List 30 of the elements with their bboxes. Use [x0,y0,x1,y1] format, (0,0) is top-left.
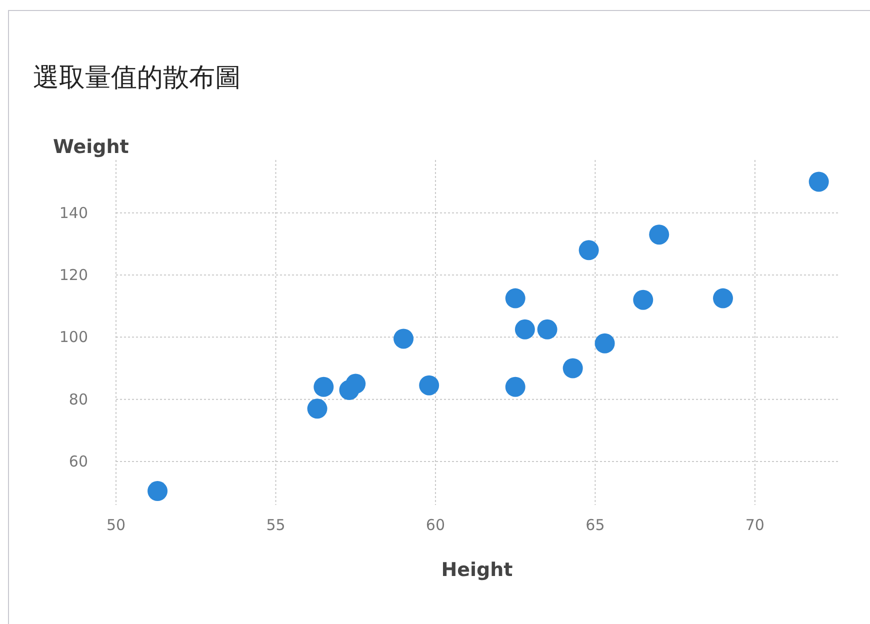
point [808,172,829,192]
y-tick-label: 60 [68,452,88,470]
point [419,375,440,396]
point [594,333,615,354]
point [578,240,599,260]
point [505,288,526,308]
x-axis-title: Height [441,559,513,581]
point [346,374,366,394]
point [307,398,328,419]
y-axis-title: Weight [53,136,129,158]
point [505,376,526,397]
y-tick-label: 120 [59,266,88,284]
point [514,319,535,340]
x-tick-label: 65 [586,516,605,534]
point [394,328,414,349]
point [633,290,654,310]
point [649,224,670,245]
point [712,288,733,308]
point [537,319,558,340]
point [314,376,334,397]
x-tick-label: 60 [426,516,446,534]
y-tick-label: 140 [59,204,88,222]
x-tick-label: 70 [745,516,764,534]
y-tick-label: 80 [68,390,88,408]
chart-title: 選取量值的散布圖 [33,63,241,93]
x-tick-label: 55 [266,516,286,534]
x-tick-label: 50 [106,516,126,534]
point [562,358,583,378]
point [148,481,168,502]
y-tick-label: 100 [59,328,88,346]
